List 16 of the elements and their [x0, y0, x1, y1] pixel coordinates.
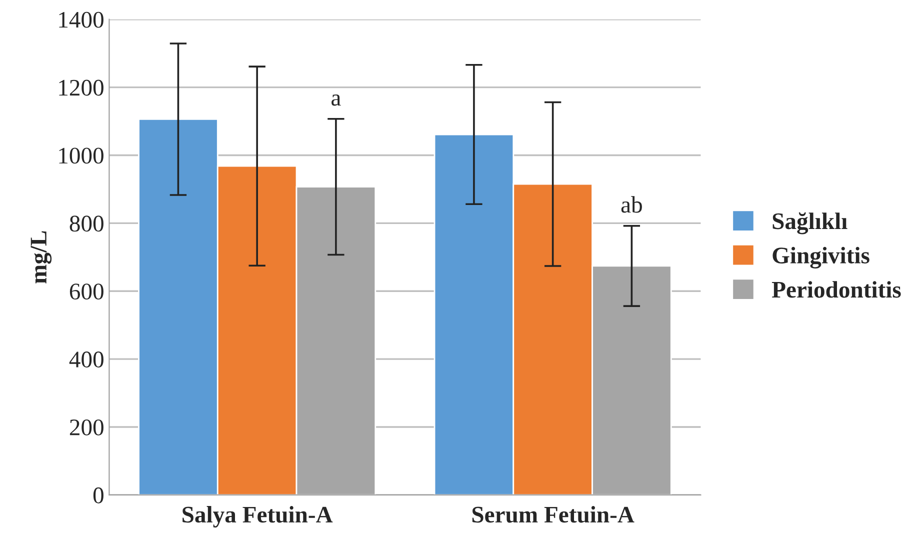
y-tick-label: 200	[70, 419, 104, 436]
y-tick-label: 0	[93, 487, 104, 504]
y-tick-label: 400	[69, 352, 104, 368]
y-tick-label: 1200	[59, 80, 104, 96]
legend-label: Gingivitis	[772, 246, 870, 268]
y-tick-label: 600	[70, 284, 104, 300]
y-tick-label: 800	[70, 216, 104, 232]
x-tick-label: Serum Fetuin-A	[472, 506, 634, 523]
legend-label: Sağlıklı	[772, 212, 848, 234]
y-tick-label: 1000	[59, 148, 104, 164]
x-tick-label: Salya Fetuin-A	[182, 506, 333, 528]
annotation: a	[332, 94, 341, 106]
annotation: ab	[621, 196, 642, 213]
y-tick-label: 1400	[59, 12, 104, 28]
legend-label: Periodontitis	[772, 281, 901, 298]
y-axis-title: mg/L	[30, 231, 52, 284]
